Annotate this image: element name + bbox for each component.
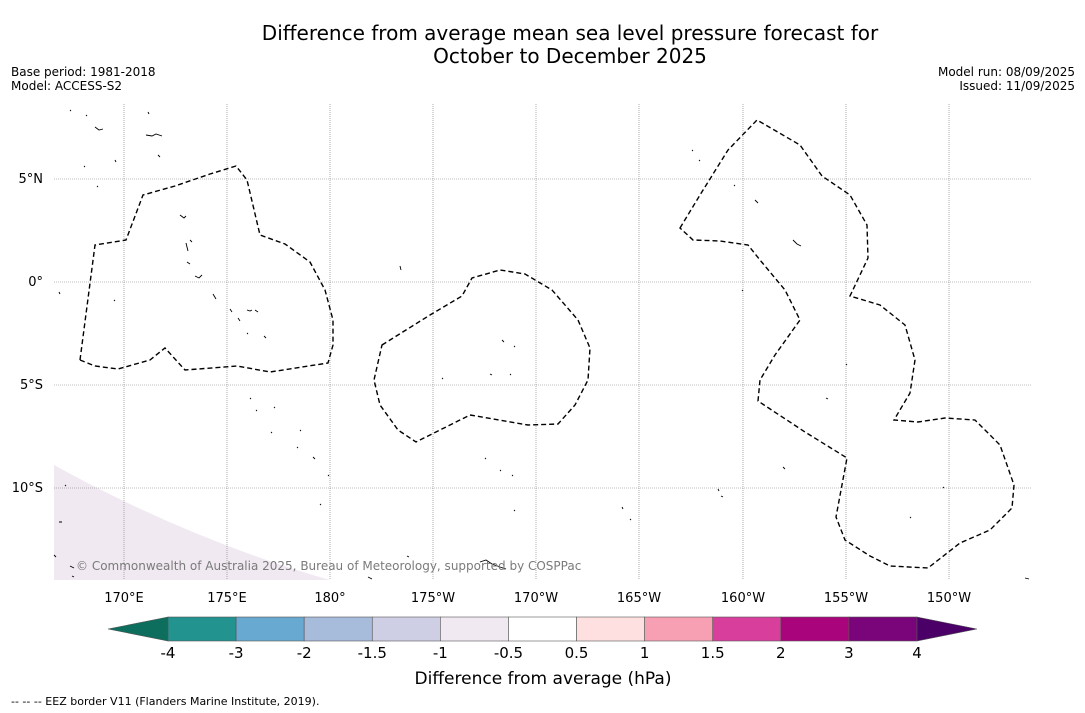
colorbar-extend-low (107, 616, 169, 642)
colorbar-tick-label: 3 (844, 644, 854, 662)
eez-border-phoenix (373, 269, 591, 443)
colorbar-tick-label: 1.5 (701, 644, 725, 662)
eez-borders (79, 119, 1015, 569)
colorbar-segment (303, 616, 373, 642)
lon-label: 170°E (104, 591, 144, 606)
colorbar-segment (848, 616, 918, 642)
island (145, 111, 163, 158)
lon-label: 165°W (617, 591, 661, 606)
island (691, 149, 848, 470)
colorbar-segment (712, 616, 782, 642)
lon-label: 180° (314, 591, 345, 606)
copyright-notice: © Commonwealth of Australia 2025, Bureau… (76, 559, 581, 573)
anomaly-shading (54, 465, 330, 580)
colorbar-segment (576, 616, 645, 642)
colorbar-tick-label: -3 (229, 644, 244, 662)
title-line-2: October to December 2025 (433, 44, 707, 68)
colorbar-segment (235, 616, 305, 642)
island (179, 214, 217, 300)
lat-label: 10°S (12, 481, 43, 496)
colorbar (107, 616, 978, 642)
colorbar-segment (440, 616, 509, 642)
island (399, 265, 516, 512)
lon-label: 150°W (927, 591, 971, 606)
colorbar-tick-label: 0.5 (565, 644, 589, 662)
colorbar-tick-label: -0.5 (494, 644, 523, 662)
colorbar-tick-label: -1 (433, 644, 448, 662)
colorbar-tick-label: 2 (776, 644, 786, 662)
lon-label: 155°W (824, 591, 868, 606)
colorbar-tick-label: 1 (640, 644, 650, 662)
lat-label: 0° (28, 275, 43, 290)
lat-axis: 5°N 0° 5°S 10°S (12, 172, 43, 496)
colorbar-segment (167, 616, 237, 642)
islands (53, 109, 1030, 580)
colorbar-tick-label: -2 (297, 644, 312, 662)
colorbar-segment (371, 616, 441, 642)
map-title: Difference from average mean sea level p… (0, 22, 1085, 68)
colorbar-extend-high (916, 616, 978, 642)
colorbar-ticks: -4 -3 -2 -1.5 -1 -0.5 0.5 1 1.5 2 3 4 (161, 644, 922, 662)
model-run-date: Model run: 08/09/2025 (937, 65, 1075, 79)
lon-label: 175°E (207, 591, 247, 606)
lon-label: 160°W (721, 591, 765, 606)
graticule (54, 104, 1031, 580)
eez-border-kiribati-gilberts (79, 165, 334, 373)
model-info: Base period: 1981-2018 Model: ACCESS-S2 (11, 65, 156, 93)
base-period: Base period: 1981-2018 (11, 65, 156, 79)
run-info: Model run: 08/09/2025 Issued: 11/09/2025 (938, 65, 1075, 93)
title-line-1: Difference from average mean sea level p… (261, 21, 879, 45)
colorbar-segment (508, 616, 577, 642)
colorbar-segment (780, 616, 850, 642)
island (69, 109, 117, 188)
lon-label: 175°W (411, 591, 455, 606)
colorbar-tick-label: -4 (161, 644, 176, 662)
eez-border-line-islands (679, 119, 1015, 569)
eez-legend-note: -- -- -- EEZ border V11 (Flanders Marine… (11, 695, 320, 708)
lat-label: 5°S (20, 378, 43, 393)
model-name: Model: ACCESS-S2 (11, 79, 123, 93)
island (229, 308, 267, 339)
colorbar-tick-label: -1.5 (358, 644, 387, 662)
lon-label: 170°W (514, 591, 558, 606)
island (367, 555, 507, 580)
issued-date: Issued: 11/09/2025 (959, 79, 1075, 93)
island (53, 291, 116, 578)
lat-label: 5°N (19, 172, 44, 187)
colorbar-tick-label: 4 (912, 644, 922, 662)
colorbar-label: Difference from average (hPa) (415, 669, 672, 689)
island (621, 486, 1030, 580)
colorbar-segment (644, 616, 714, 642)
island (249, 397, 330, 506)
map-panel (53, 104, 1031, 580)
lon-axis: 170°E 175°E 180° 175°W 170°W 165°W 160°W… (104, 591, 971, 606)
